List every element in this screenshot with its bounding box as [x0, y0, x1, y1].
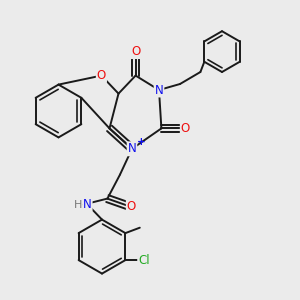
Text: N: N	[83, 198, 92, 211]
Text: O: O	[131, 45, 140, 58]
Text: N: N	[154, 83, 164, 97]
Text: O: O	[181, 122, 190, 135]
Text: O: O	[127, 200, 136, 214]
Text: Cl: Cl	[138, 254, 150, 267]
Text: N: N	[128, 142, 136, 155]
Text: +: +	[136, 137, 146, 147]
Text: H: H	[74, 200, 82, 210]
Text: O: O	[97, 69, 106, 82]
